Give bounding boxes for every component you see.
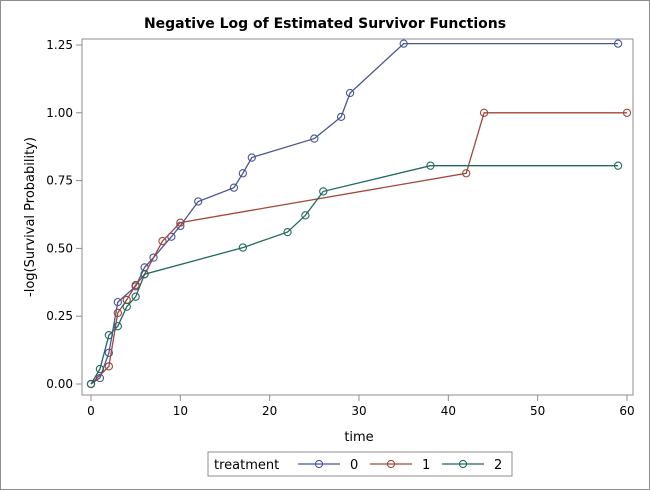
data-point [113, 297, 122, 307]
data-point [194, 197, 203, 206]
legend-label: 0 [350, 458, 358, 473]
data-point [283, 227, 292, 237]
data-point [613, 161, 623, 170]
data-point [104, 348, 114, 357]
legend-swatch-marker [386, 459, 396, 469]
legend-box [207, 451, 513, 477]
x-tick-label: 50 [530, 404, 545, 418]
data-point [426, 161, 435, 170]
data-point [310, 134, 319, 143]
legend-label: 1 [422, 458, 430, 473]
legend-swatch-marker [458, 459, 468, 469]
chart-title: Negative Log of Estimated Survivor Funct… [144, 16, 506, 32]
legend-title: treatment [214, 458, 279, 473]
x-tick-label: 30 [351, 404, 366, 418]
data-point [247, 153, 256, 162]
data-point [238, 243, 248, 252]
x-axis: 0 10 20 30 40 50 60 [87, 395, 635, 418]
series-line-2 [90, 165, 619, 385]
y-tick-label: 1.00 [46, 106, 73, 120]
data-point [149, 253, 158, 262]
legend-label: 2 [494, 458, 502, 473]
data-point [301, 211, 310, 220]
data-point [462, 169, 471, 178]
data-point [158, 236, 167, 246]
data-point [104, 331, 114, 340]
data-point [176, 218, 185, 227]
data-point [399, 39, 408, 48]
data-point [613, 39, 623, 48]
data-point [95, 364, 105, 374]
legend-items: 0 1 2 [298, 458, 502, 473]
data-point [113, 308, 122, 318]
data-point [140, 270, 149, 279]
data-point [122, 302, 131, 311]
data-point [479, 108, 489, 117]
series-1 [86, 108, 632, 389]
series-layer [86, 39, 632, 389]
data-point [86, 379, 96, 389]
y-tick-label: 0.00 [46, 377, 73, 391]
x-tick-label: 10 [173, 404, 188, 418]
legend-swatch-marker [314, 459, 324, 469]
series-2 [86, 161, 623, 389]
data-point [113, 322, 122, 331]
y-tick-label: 0.25 [46, 309, 73, 323]
plot-area [81, 38, 634, 396]
legend: treatment 0 1 2 [207, 451, 513, 477]
x-tick-label: 20 [262, 404, 277, 418]
y-tick-label: 0.50 [46, 241, 73, 255]
legend-item-2: 2 [442, 458, 502, 473]
series-line-1 [90, 112, 627, 385]
data-point [131, 292, 140, 301]
x-axis-label: time [344, 430, 373, 445]
data-point [229, 183, 239, 192]
x-tick-label: 60 [619, 404, 634, 418]
legend-item-0: 0 [298, 458, 358, 473]
series-0 [86, 39, 623, 389]
data-point [622, 108, 632, 117]
y-tick-label: 1.25 [46, 38, 73, 52]
data-point [167, 232, 176, 241]
data-point [319, 187, 328, 196]
series-line-0 [90, 42, 619, 385]
y-axis: 0.00 0.25 0.50 0.75 1.00 1.25 [46, 38, 82, 391]
y-tick-label: 0.75 [46, 174, 73, 188]
data-point [238, 169, 248, 178]
legend-item-1: 1 [370, 458, 430, 473]
data-point [131, 280, 140, 290]
data-point [336, 112, 346, 122]
x-tick-label: 0 [87, 404, 95, 418]
data-point [345, 88, 355, 98]
x-tick-label: 40 [441, 404, 456, 418]
y-axis-label: -log(Survival Probability) [23, 137, 38, 297]
data-point [104, 362, 114, 371]
